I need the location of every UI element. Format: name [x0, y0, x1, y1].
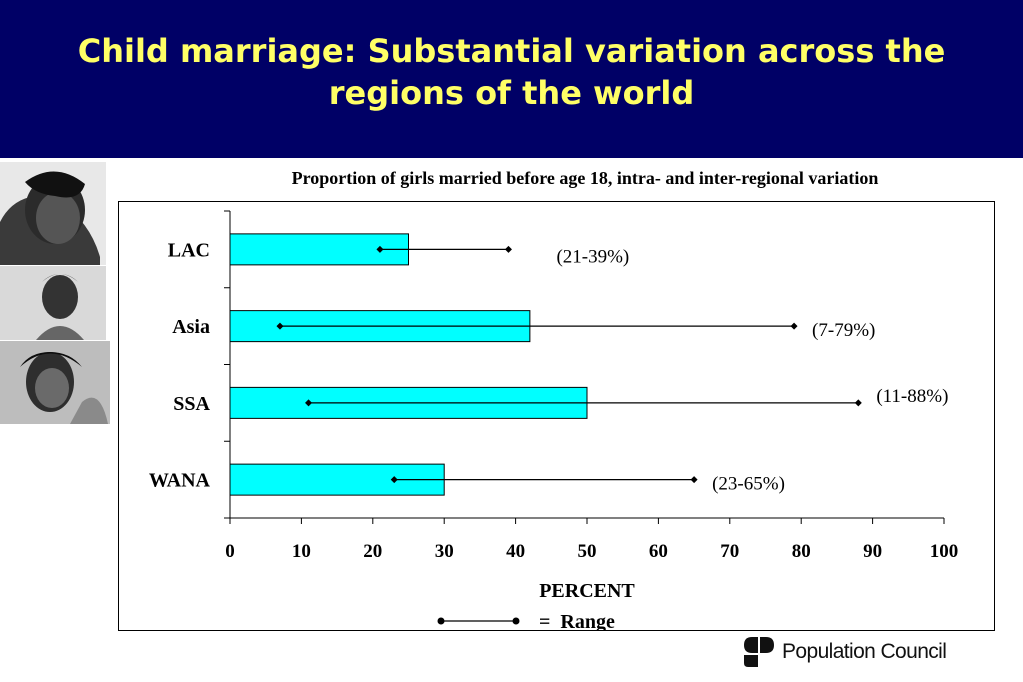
slide-title: Child marriage: Substantial variation ac… [77, 32, 946, 112]
category-label-lac: LAC [168, 239, 210, 261]
category-label-wana: WANA [149, 470, 211, 492]
logo-text: Population Council [782, 640, 947, 663]
x-axis-title: PERCENT [539, 580, 635, 602]
population-council-logo-icon [744, 637, 774, 667]
x-tick-label: 100 [930, 541, 959, 562]
range-marker-low [390, 476, 398, 484]
chart-title: Proportion of girls married before age 1… [291, 168, 879, 188]
photo-child-portrait [0, 341, 110, 424]
x-tick-label: 80 [792, 541, 811, 562]
range-label-asia: (7-79%) [812, 320, 875, 341]
x-tick-label: 30 [435, 541, 454, 562]
x-tick-label: 90 [863, 541, 882, 562]
x-tick-label: 60 [649, 541, 668, 562]
range-marker-high [504, 245, 512, 253]
range-marker-high [790, 322, 798, 330]
photo-woman-smiling [0, 162, 106, 265]
x-tick-label: 10 [292, 541, 311, 562]
range-marker-low [276, 322, 284, 330]
x-tick-label: 0 [225, 541, 235, 562]
x-tick-label: 50 [578, 541, 597, 562]
range-marker-high [854, 399, 862, 407]
legend-label: = Range [539, 611, 615, 630]
photo-collage [0, 162, 110, 424]
range-label-ssa: (11-88%) [876, 386, 948, 407]
range-marker-low [305, 399, 313, 407]
range-marker-high [690, 476, 698, 484]
legend-marker-low [437, 617, 445, 625]
x-tick-label: 40 [506, 541, 525, 562]
range-label-lac: (21-39%) [556, 246, 629, 267]
x-tick-label: 70 [720, 541, 739, 562]
range-marker-low [376, 245, 384, 253]
title-band: Child marriage: Substantial variation ac… [0, 0, 1023, 158]
chart-frame: 0 10 20 30 40 50 60 70 80 90 100 (21-39%) LAC (7-79%)… [118, 201, 995, 631]
legend-marker-high [512, 617, 520, 625]
photo-girl-portrait [0, 266, 106, 340]
category-label-ssa: SSA [173, 393, 210, 415]
range-label-wana: (23-65%) [712, 474, 785, 495]
bar-chart: 0 10 20 30 40 50 60 70 80 90 100 (21-39%) LAC (7-79%)… [149, 210, 959, 630]
x-tick-label: 20 [363, 541, 382, 562]
category-label-asia: Asia [172, 316, 210, 338]
logo: Population Council [742, 634, 972, 670]
